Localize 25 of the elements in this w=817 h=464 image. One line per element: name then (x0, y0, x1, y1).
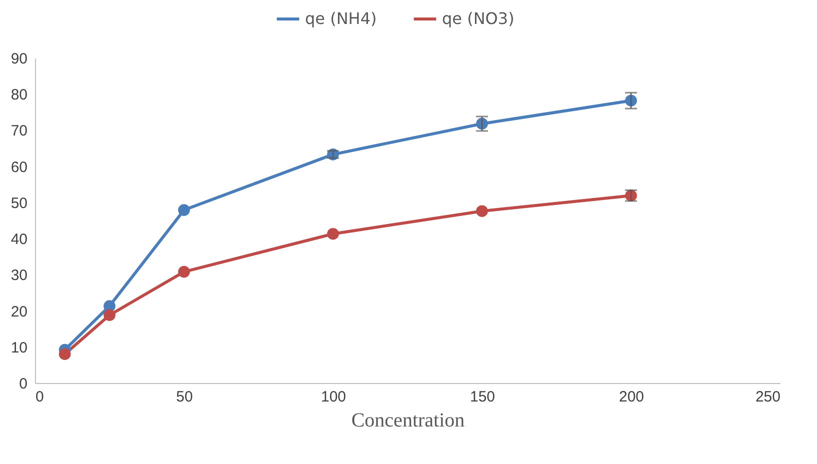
x-tick-label: 200 (618, 388, 644, 406)
y-tick-label: 30 (10, 267, 28, 284)
y-tick-label: 0 (19, 376, 28, 392)
y-tick-label: 10 (10, 339, 28, 356)
x-tick-label: 100 (320, 388, 346, 406)
y-tick-label: 40 (10, 231, 28, 248)
y-tick-label: 90 (10, 50, 28, 68)
point (476, 205, 488, 218)
legend-label: qe (NO3) (442, 9, 514, 28)
point (327, 228, 339, 240)
x-tick-label: 150 (470, 388, 496, 406)
legend-label: qe (NH4) (305, 9, 377, 28)
x-tick-label: 50 (176, 388, 193, 406)
y-tick-label: 50 (10, 194, 28, 212)
point (104, 309, 116, 322)
point (178, 204, 190, 216)
x-axis-title: Concentration (351, 410, 465, 432)
point (178, 266, 190, 278)
y-tick-label: 20 (10, 303, 28, 320)
y-tick-label: 70 (10, 122, 28, 140)
y-tick-label: 60 (10, 158, 28, 176)
y-tick-label: 80 (10, 86, 28, 104)
point (58, 348, 71, 360)
x-tick-label: 0 (36, 388, 44, 406)
x-tick-label: 250 (755, 388, 780, 406)
